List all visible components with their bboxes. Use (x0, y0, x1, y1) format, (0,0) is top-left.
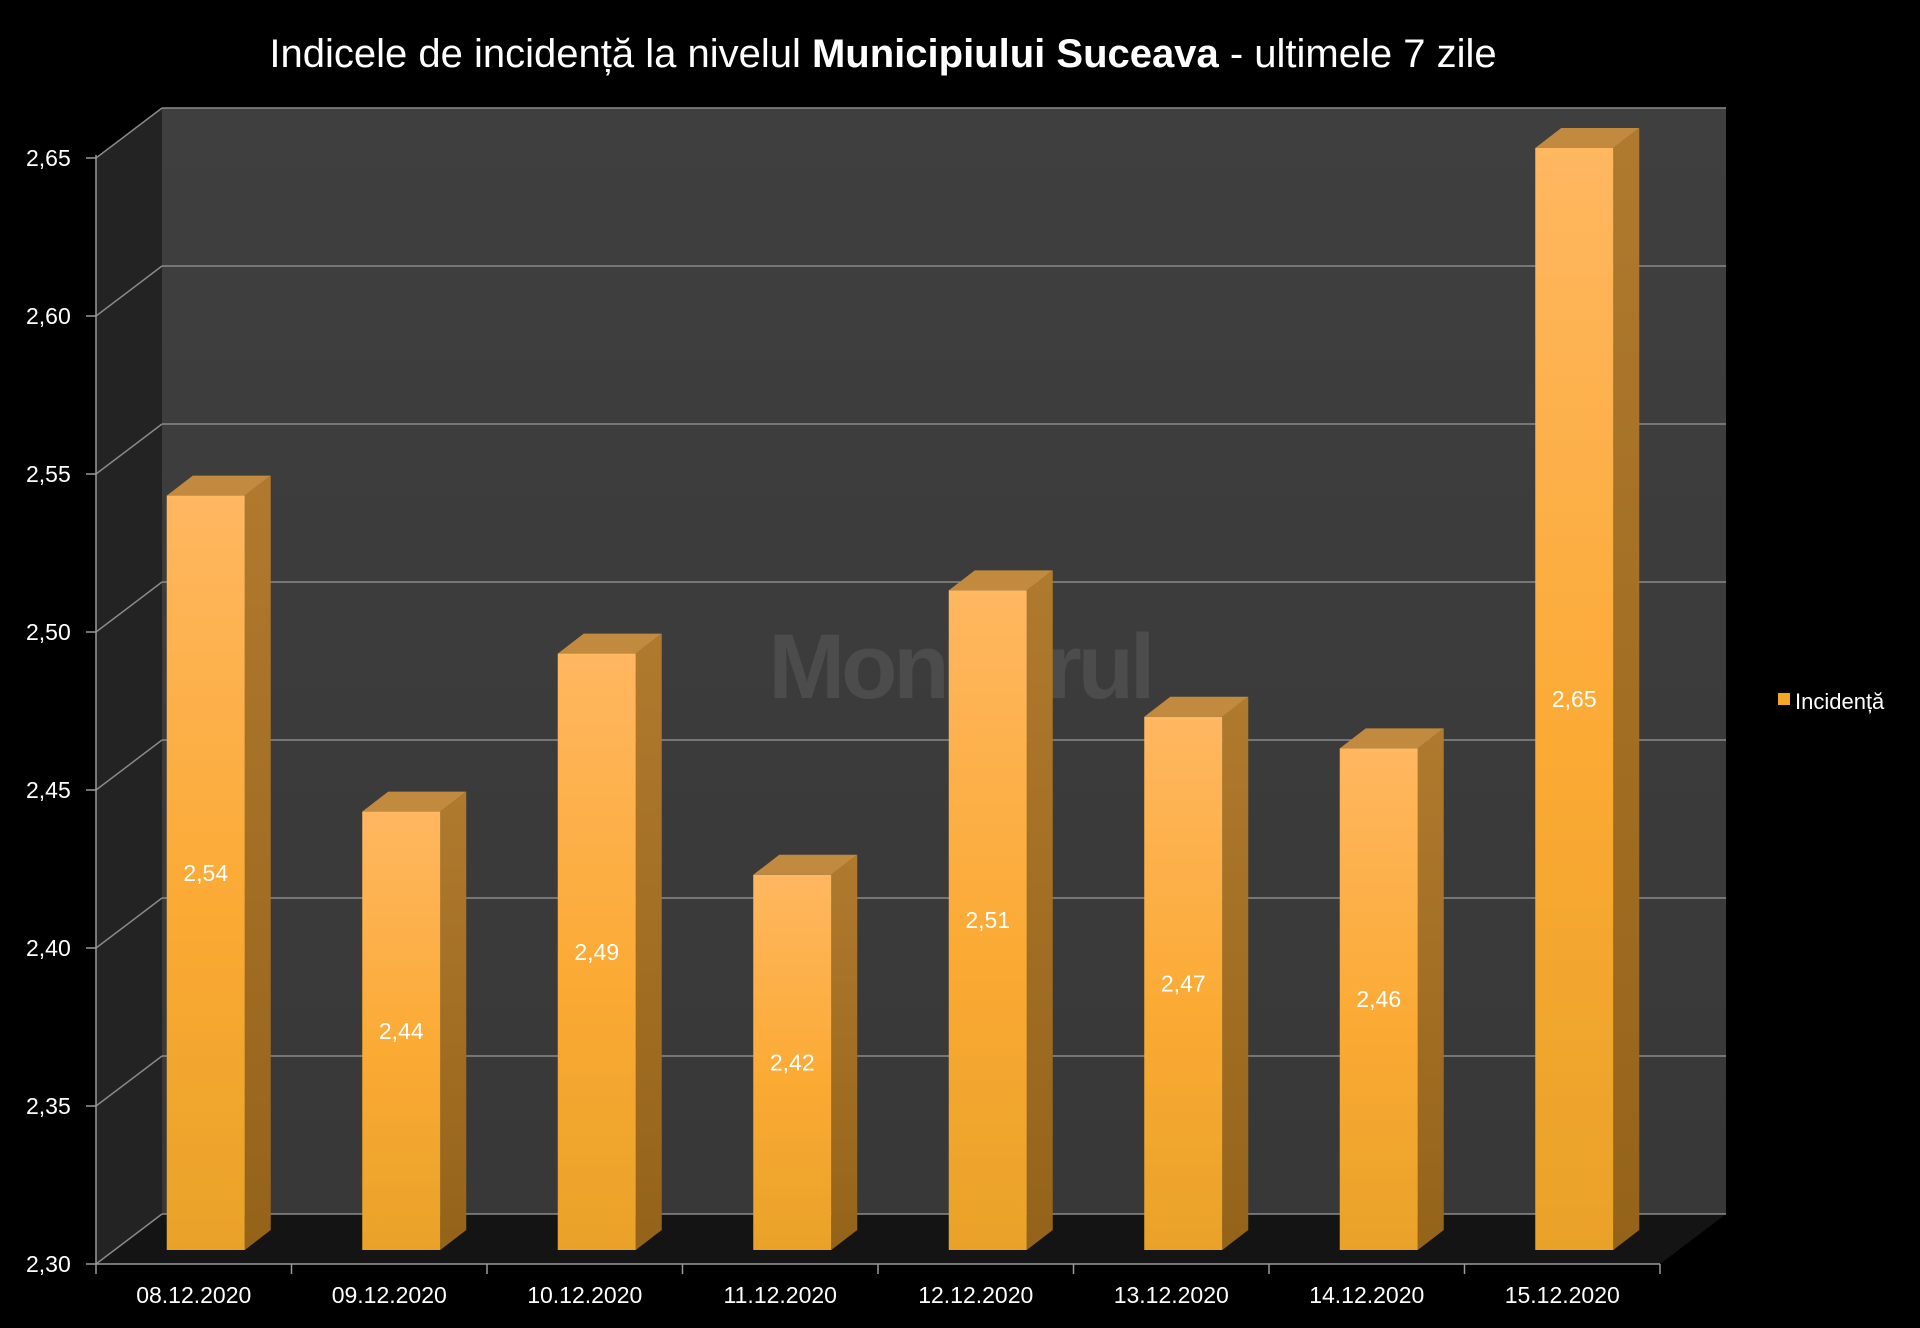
gridline-diagonal (95, 739, 163, 791)
x-tick-label: 08.12.2020 (136, 1282, 251, 1308)
y-tick-label: 2,55 (26, 461, 71, 487)
data-label: 2,49 (574, 939, 619, 965)
gridline-diagonal (95, 423, 163, 475)
y-tick-label: 2,60 (26, 303, 71, 329)
bar-side (635, 633, 662, 1250)
bar-front (557, 653, 636, 1250)
bar-side (831, 854, 858, 1250)
data-label: 2,46 (1356, 986, 1401, 1012)
gridline-diagonal (95, 1055, 163, 1107)
data-label: 2,54 (183, 860, 228, 886)
chart-title-bold: Municipiului Suceava (812, 32, 1220, 76)
legend: Incidență (1778, 689, 1885, 714)
bar-cap (166, 475, 271, 496)
bar-front (166, 495, 245, 1251)
y-tick-label: 2,35 (26, 1093, 71, 1119)
x-tick-label: 14.12.2020 (1309, 1282, 1424, 1308)
bar-front (1144, 716, 1223, 1250)
bar-side (440, 791, 467, 1250)
data-label: 2,51 (965, 907, 1010, 933)
x-axis: 08.12.2020 09.12.2020 10.12.2020 11.12.2020… (95, 1263, 1661, 1308)
floor (96, 1214, 1726, 1264)
bars: 2,54 2,44 2,49 2,42 2,51 2,47 2,46 2,65 (166, 128, 1640, 1251)
bar: 2,49 (557, 633, 662, 1250)
bar: 2,54 (166, 475, 271, 1251)
bar: 2,44 (362, 791, 467, 1250)
gridlines (95, 107, 1726, 1265)
side-wall (96, 108, 162, 1264)
bar-front (948, 590, 1027, 1250)
bar-side (244, 475, 271, 1251)
bar-cap (362, 791, 467, 812)
y-axis: 2,30 2,35 2,40 2,45 2,50 2,55 2,60 2,65 (26, 145, 97, 1277)
bar-cap (753, 854, 858, 875)
bar: 2,42 (753, 854, 858, 1250)
bar-front (753, 874, 832, 1250)
x-tick-label: 10.12.2020 (527, 1282, 642, 1308)
bar-cap (948, 570, 1053, 591)
data-label: 2,47 (1161, 970, 1206, 996)
gridline-diagonal (95, 897, 163, 949)
chart-title: Indicele de incidență la nivelul Municip… (269, 32, 1496, 76)
floor-edge (95, 1213, 163, 1265)
y-tick-label: 2,40 (26, 935, 71, 961)
bar: 2,47 (1144, 696, 1249, 1250)
bar-side (1613, 128, 1640, 1250)
x-tick-label: 15.12.2020 (1505, 1282, 1620, 1308)
bar-cap (557, 633, 662, 654)
bar-front (1339, 748, 1418, 1250)
y-tick-label: 2,50 (26, 619, 71, 645)
y-tick-label: 2,45 (26, 777, 71, 803)
bar-cap (1144, 696, 1249, 717)
chart-title-suffix: - ultimele 7 zile (1219, 32, 1497, 76)
bar-cap (1339, 728, 1444, 749)
bar-front (1535, 148, 1614, 1250)
legend-label: Incidență (1795, 689, 1885, 714)
bar-side (1222, 696, 1249, 1250)
data-label: 2,65 (1552, 686, 1597, 712)
y-tick-label: 2,65 (26, 145, 71, 171)
data-label: 2,42 (770, 1049, 815, 1075)
data-label: 2,44 (379, 1018, 424, 1044)
bar: 2,51 (948, 570, 1053, 1250)
bar: 2,65 (1535, 128, 1640, 1250)
bar-side (1026, 570, 1053, 1250)
bar-side (1417, 728, 1444, 1250)
bar: 2,46 (1339, 728, 1444, 1250)
gridline-diagonal (95, 107, 163, 159)
x-tick-label: 09.12.2020 (332, 1282, 447, 1308)
bar-front (362, 811, 441, 1250)
gridline-diagonal (95, 265, 163, 317)
gridline-diagonal (95, 581, 163, 633)
x-tick-label: 12.12.2020 (918, 1282, 1033, 1308)
x-tick-label: 13.12.2020 (1114, 1282, 1229, 1308)
bar-cap (1535, 128, 1640, 148)
legend-swatch (1778, 693, 1790, 705)
chart-title-prefix: Indicele de incidență la nivelul (269, 32, 812, 76)
x-tick-label: 11.12.2020 (724, 1282, 837, 1308)
y-tick-label: 2,30 (26, 1251, 71, 1277)
